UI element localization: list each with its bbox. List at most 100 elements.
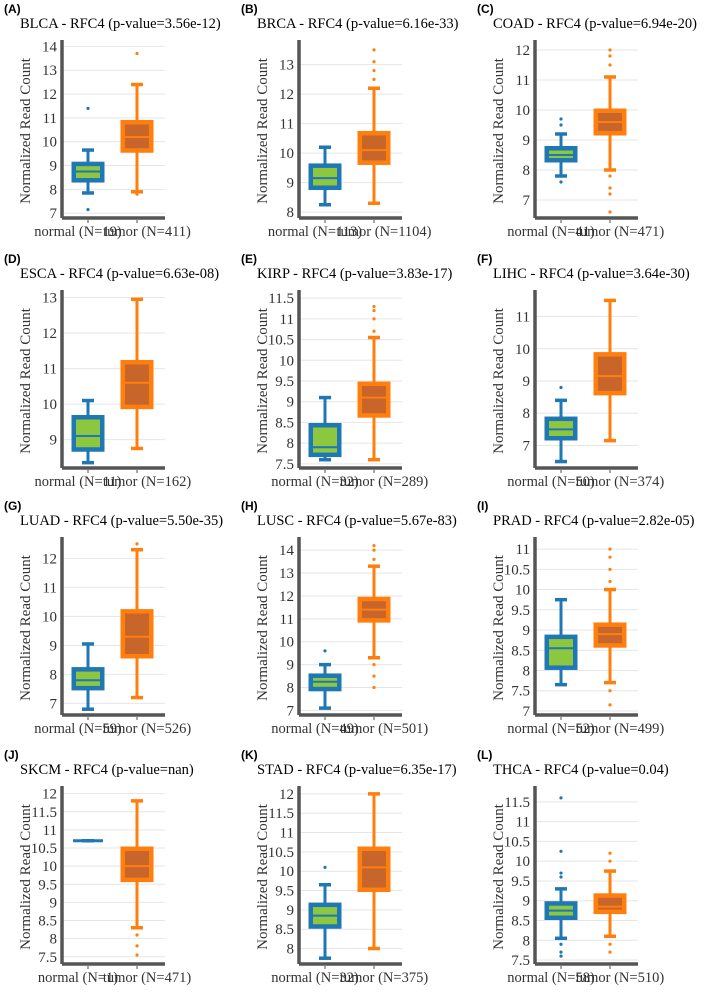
y-axis-label: Normalized Read Count <box>491 554 507 701</box>
y-tick-label: 7 <box>287 703 295 719</box>
boxplot-panel: 7 8 9 10 11 12 13 14 Normalized Read Count normal… <box>0 0 236 248</box>
outlier-point <box>608 950 612 954</box>
y-tick-label: 8 <box>287 205 295 221</box>
y-tick-label: 13 <box>279 566 294 582</box>
outlier-point <box>372 68 376 73</box>
box-fill <box>362 851 386 888</box>
y-tick-label: 9 <box>50 433 58 449</box>
outlier-point <box>372 48 376 52</box>
y-tick-label: 10 <box>279 635 294 651</box>
y-tick-label: 7.5 <box>511 953 530 969</box>
y-tick-label: 10 <box>515 854 530 870</box>
y-tick-label: 7 <box>523 193 531 209</box>
panel-title: COAD - RFC4 (p-value=6.94e-20) <box>493 16 697 32</box>
y-tick-label: 10 <box>515 583 530 599</box>
outlier-point <box>608 567 612 571</box>
panel-title: LUAD - RFC4 (p-value=5.50e-35) <box>20 513 224 529</box>
y-tick-label: 10 <box>279 146 294 162</box>
y-axis-label: Normalized Read Count <box>18 57 34 204</box>
outlier-point <box>608 186 612 190</box>
boxplot-panel: 7 8 9 10 11 12 13 14 Normalized Read Count normal… <box>237 497 473 745</box>
box-fill <box>362 386 386 414</box>
y-tick-label: 11.5 <box>268 291 294 307</box>
boxplot-svg: 7 8 9 10 11 Normalized Read Count normal (N=50… <box>491 290 664 490</box>
x-tick-label: tumor (N=510) <box>576 970 664 986</box>
boxplot-svg: 7 8 9 10 11 12 13 14 Normalized Read Count normal… <box>255 537 428 737</box>
y-tick-label: 10.5 <box>31 841 57 857</box>
outlier-point <box>608 192 612 196</box>
x-tick-label: normal (N=32) <box>271 970 359 986</box>
x-tick-label: normal (N=59) <box>34 721 122 737</box>
y-tick-label: 8.5 <box>38 914 57 930</box>
boxplot-panel: 7 8 9 10 11 12 Normalized Read Count normal (N=… <box>473 0 709 248</box>
box-fill <box>313 427 337 453</box>
y-tick-label: 10 <box>42 859 57 875</box>
y-tick-label: 8.5 <box>275 415 294 431</box>
boxplot-panel: 7 8 9 10 11 12 Normalized Read Count normal (N=… <box>0 497 236 745</box>
panel-label: (F) <box>477 252 493 266</box>
outlier-point <box>608 174 612 178</box>
y-axis-label: Normalized Read Count <box>18 803 34 950</box>
x-tick-label: tumor (N=471) <box>103 970 191 986</box>
y-tick-label: 12 <box>42 551 57 567</box>
panel-title: BRCA - RFC4 (p-value=6.16e-33) <box>257 16 459 32</box>
y-tick-label: 8 <box>50 667 58 683</box>
outlier-point <box>559 875 563 879</box>
y-tick-label: 7.5 <box>275 457 294 473</box>
box-fill <box>76 671 100 686</box>
panel-title: LUSC - RFC4 (p-value=5.67e-83) <box>257 513 457 529</box>
panel-title: PRAD - RFC4 (p-value=2.82e-05) <box>493 513 695 529</box>
y-tick-label: 12 <box>279 787 294 803</box>
outlier-point <box>372 557 376 561</box>
panel-label: (D) <box>4 252 21 266</box>
x-tick-label: tumor (N=526) <box>103 721 191 737</box>
outlier-point <box>372 685 376 690</box>
y-tick-label: 8 <box>523 406 531 422</box>
x-tick-label: normal (N=49) <box>271 721 359 737</box>
outlier-point <box>135 192 139 196</box>
x-tick-label: normal (N=50) <box>507 474 595 490</box>
boxplot-svg: 7.5 8 8.5 9 9.5 10 10.5 11 11.5 12 Normalized Read… <box>18 786 191 986</box>
outlier-point <box>608 579 612 584</box>
panel-title: THCA - RFC4 (p-value=0.04) <box>493 762 669 778</box>
y-tick-label: 10 <box>42 397 57 413</box>
y-tick-label: 7.5 <box>511 684 530 700</box>
outlier-point <box>608 689 612 693</box>
outlier-point <box>372 304 376 309</box>
y-tick-label: 9 <box>523 623 531 639</box>
y-tick-label: 13 <box>42 291 57 307</box>
y-tick-label: 10.5 <box>268 333 294 349</box>
y-tick-label: 14 <box>42 39 58 55</box>
y-tick-label: 13 <box>42 63 57 79</box>
y-tick-label: 11 <box>280 826 294 842</box>
boxplot-panel: 7.5 8 8.5 9 9.5 10 10.5 11 11.5 Normalized Read C… <box>473 746 709 994</box>
outlier-point <box>608 63 612 67</box>
outlier-point <box>608 547 612 551</box>
x-tick-label: tumor (N=162) <box>103 474 191 490</box>
outlier-point <box>372 548 376 552</box>
y-tick-label: 9 <box>50 895 58 911</box>
panel-label: (H) <box>241 499 258 513</box>
box-fill <box>125 364 149 405</box>
y-axis-label: Normalized Read Count <box>491 307 507 454</box>
y-tick-label: 12 <box>279 87 294 103</box>
box-fill <box>598 897 622 910</box>
box-fill <box>362 135 386 161</box>
y-tick-label: 7 <box>50 206 58 222</box>
boxplot-svg: 7 8 9 10 11 12 Normalized Read Count normal (N=… <box>491 40 664 240</box>
y-tick-label: 8 <box>50 182 58 198</box>
y-tick-label: 11 <box>280 312 294 328</box>
outlier-point <box>86 208 90 212</box>
box-fill <box>598 626 622 644</box>
y-tick-label: 11 <box>43 362 57 378</box>
y-tick-label: 10 <box>515 342 530 358</box>
outlier-point <box>608 859 612 863</box>
panel-label: (I) <box>477 499 489 513</box>
y-tick-label: 7.5 <box>38 950 57 966</box>
box-fill <box>76 419 100 448</box>
outlier-point <box>372 674 376 678</box>
y-tick-label: 13 <box>279 58 294 74</box>
panel-title: LIHC - RFC4 (p-value=3.64e-30) <box>493 266 690 282</box>
